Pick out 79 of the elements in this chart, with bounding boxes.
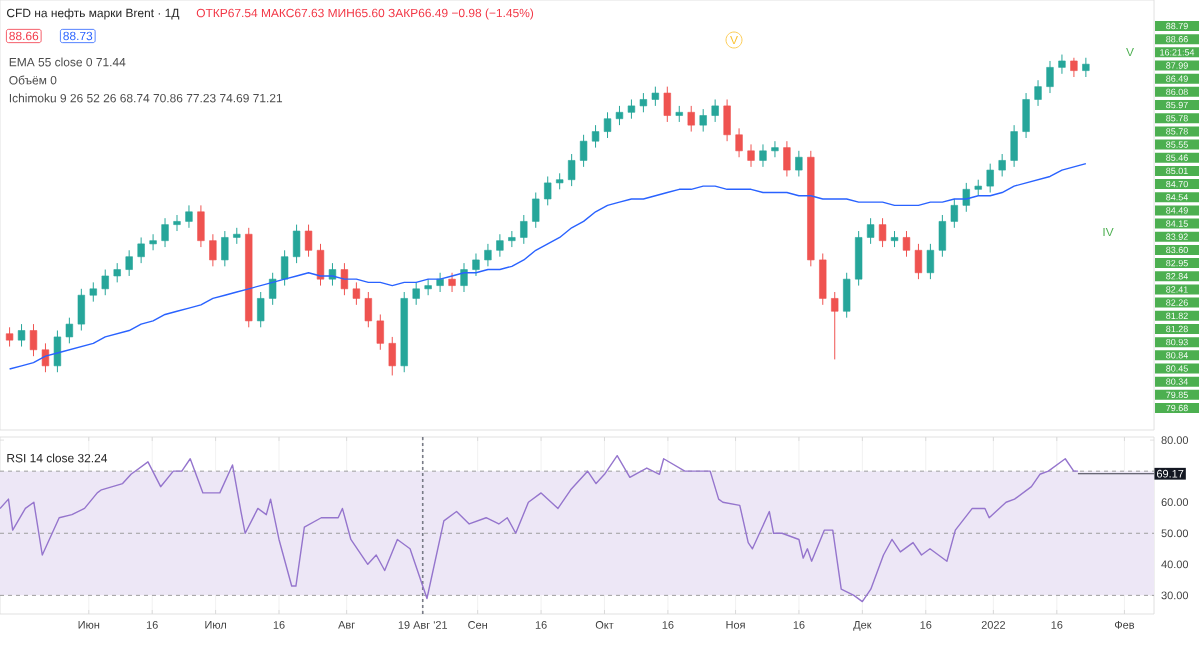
candlestick <box>663 86 671 123</box>
candlestick <box>938 214 947 258</box>
candlestick <box>412 281 420 306</box>
candlestick <box>113 262 121 283</box>
candlestick <box>17 323 26 348</box>
candlestick <box>352 281 361 306</box>
candlestick <box>771 140 779 158</box>
candlestick <box>831 291 839 360</box>
candlestick <box>520 214 528 245</box>
candlestick <box>304 224 313 258</box>
candlestick <box>137 236 145 264</box>
candlestick <box>962 182 970 213</box>
candlestick <box>340 262 349 296</box>
candlestick <box>579 134 588 168</box>
candlestick <box>759 143 767 168</box>
candlestick <box>292 224 301 264</box>
candlestick <box>998 153 1006 177</box>
candlestick <box>280 249 289 287</box>
candlestick <box>699 108 707 133</box>
candlestick <box>376 313 384 351</box>
candlestick <box>1022 92 1030 139</box>
candlestick <box>460 262 468 293</box>
candlestick <box>209 233 217 267</box>
candlestick <box>424 278 432 296</box>
candlestick <box>1082 57 1090 78</box>
candlestick <box>77 288 85 332</box>
candlestick <box>544 175 552 206</box>
candlestick <box>221 230 229 267</box>
candlestick <box>532 192 540 229</box>
candlestick <box>496 233 504 258</box>
candlestick <box>902 230 911 258</box>
candlestick <box>484 243 492 267</box>
candlestick <box>950 198 958 229</box>
candlestick <box>1046 60 1054 94</box>
candlestick <box>723 98 731 142</box>
candlestick <box>41 342 50 373</box>
candlestick <box>1058 54 1066 75</box>
candlestick <box>5 326 14 348</box>
candlestick <box>1070 57 1078 78</box>
candlestick <box>795 150 803 177</box>
candlestick <box>269 272 277 306</box>
candlestick <box>627 98 636 120</box>
candlestick <box>591 124 600 149</box>
candlestick <box>257 291 265 328</box>
candlestick <box>65 317 74 344</box>
candlestick <box>783 140 791 177</box>
candlestick <box>388 336 396 376</box>
candlestick <box>843 272 851 319</box>
candlestick <box>448 272 456 293</box>
candlestick <box>711 98 719 123</box>
candlestick <box>567 153 576 187</box>
candlestick <box>926 243 935 280</box>
candlestick <box>914 243 923 280</box>
candlestick <box>197 204 205 248</box>
candlestick <box>1010 124 1018 168</box>
candlestick <box>316 243 325 287</box>
candlestick <box>819 253 827 306</box>
candlestick <box>866 217 875 245</box>
candlestick <box>173 214 181 232</box>
candlestick <box>878 217 887 248</box>
candlestick <box>687 105 695 133</box>
candlestick <box>161 217 169 248</box>
candlestick <box>185 204 193 229</box>
candlestick <box>125 249 133 277</box>
candlestick <box>472 253 480 277</box>
candlestick <box>735 127 743 158</box>
candlestick <box>29 323 38 357</box>
candlestick <box>747 143 755 168</box>
candlestick <box>986 163 994 194</box>
candlestick <box>89 281 97 303</box>
candlestick <box>53 330 62 373</box>
candlestick <box>855 230 863 287</box>
candlestick <box>101 269 109 296</box>
candlestick <box>1034 79 1042 107</box>
candlestick <box>364 291 372 328</box>
candlestick <box>651 86 659 107</box>
candlestick <box>639 92 648 113</box>
candlestick <box>436 272 444 293</box>
candlestick <box>149 233 157 251</box>
